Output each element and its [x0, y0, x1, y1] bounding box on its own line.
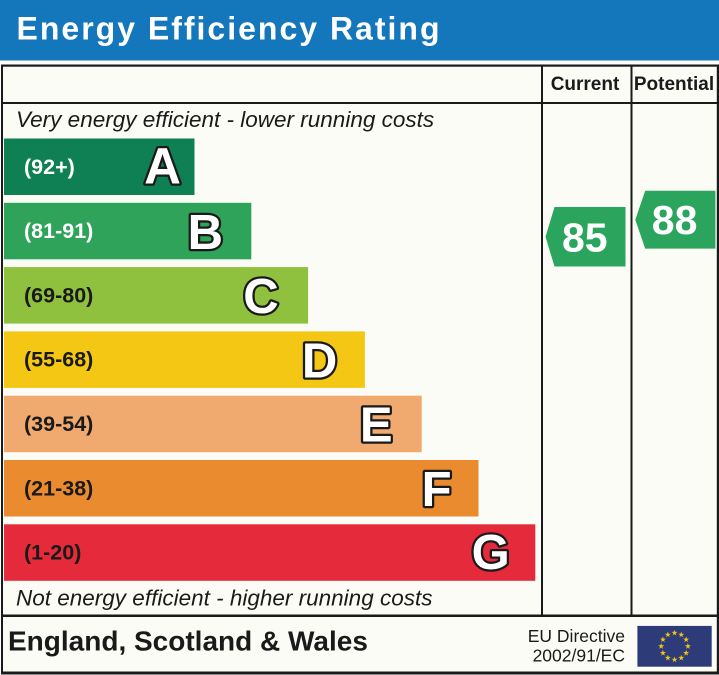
- svg-text:Energy Efficiency Rating: Energy Efficiency Rating: [17, 11, 442, 47]
- svg-text:Very energy efficient - lower: Very energy efficient - lower running co…: [16, 107, 434, 132]
- svg-text:Current: Current: [551, 74, 620, 95]
- svg-text:(39-54): (39-54): [24, 412, 93, 436]
- svg-text:Potential: Potential: [634, 74, 714, 95]
- svg-text:F: F: [422, 463, 452, 517]
- svg-text:EU Directive: EU Directive: [528, 626, 625, 646]
- svg-text:88: 88: [652, 197, 698, 243]
- svg-text:(21-38): (21-38): [24, 476, 93, 500]
- svg-text:England, Scotland & Wales: England, Scotland & Wales: [8, 626, 368, 657]
- svg-text:B: B: [188, 206, 223, 260]
- svg-text:E: E: [360, 399, 393, 453]
- svg-text:2002/91/EC: 2002/91/EC: [533, 646, 625, 666]
- svg-text:A: A: [144, 138, 181, 195]
- svg-text:(69-80): (69-80): [24, 283, 93, 307]
- svg-text:D: D: [302, 334, 337, 388]
- svg-text:(81-91): (81-91): [24, 219, 93, 243]
- svg-text:(92+): (92+): [24, 155, 75, 179]
- svg-text:C: C: [243, 270, 278, 324]
- svg-text:G: G: [472, 526, 510, 580]
- svg-text:Not energy efficient - higher: Not energy efficient - higher running co…: [16, 586, 432, 611]
- svg-text:(1-20): (1-20): [24, 541, 81, 565]
- svg-text:85: 85: [562, 214, 608, 260]
- svg-text:(55-68): (55-68): [24, 348, 93, 372]
